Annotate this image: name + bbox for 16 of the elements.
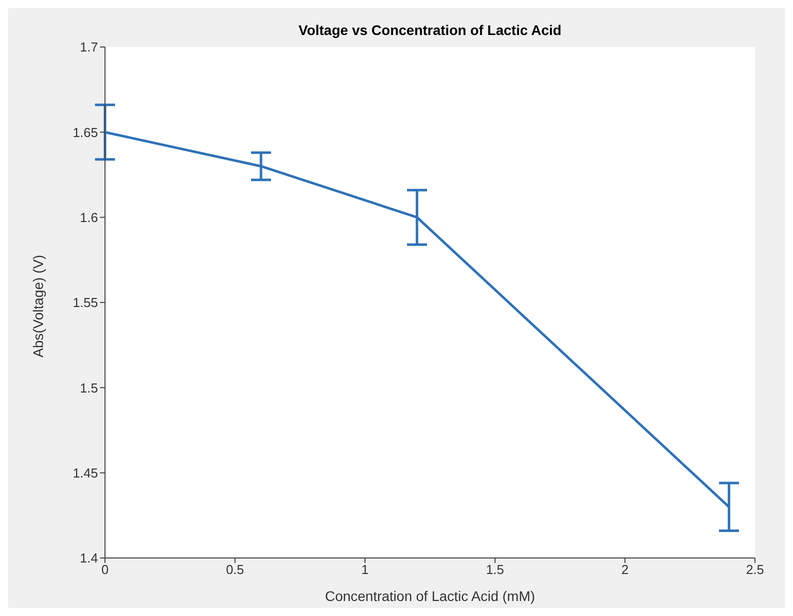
y-tick-label: 1.5 bbox=[80, 380, 98, 396]
x-tick-label: 2 bbox=[621, 562, 629, 578]
x-tick-label: 0 bbox=[101, 562, 109, 578]
y-tick-label: 1.7 bbox=[80, 40, 98, 55]
y-tick-label: 1.65 bbox=[72, 124, 98, 140]
y-tick-label: 1.55 bbox=[72, 295, 98, 310]
y-tick-label: 1.4 bbox=[80, 550, 98, 566]
y-axis-title: Abs(Voltage) (V) bbox=[30, 254, 46, 358]
x-axis-title: Concentration of Lactic Acid (mM) bbox=[324, 588, 536, 604]
x-tick-label: 1.5 bbox=[486, 562, 504, 578]
y-tick-label: 1.6 bbox=[80, 210, 98, 225]
x-tick-label: 1 bbox=[361, 562, 369, 578]
x-tick-label: 2.5 bbox=[746, 562, 764, 578]
y-tick-label: 1.45 bbox=[72, 465, 98, 480]
chart-title: Voltage vs Concentration of Lactic Acid bbox=[298, 22, 562, 38]
x-tick-label: 0.5 bbox=[226, 562, 244, 578]
